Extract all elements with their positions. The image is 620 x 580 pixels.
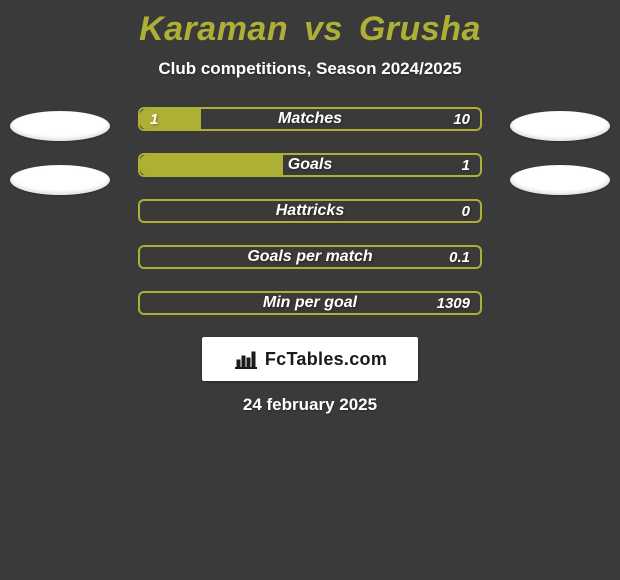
source-logo[interactable]: FcTables.com (202, 337, 418, 381)
comparison-card: Karaman vs Grusha Club competitions, Sea… (0, 0, 620, 580)
team-oval (510, 111, 610, 141)
stats-block: 1Matches10Goals1Hattricks0Goals per matc… (0, 107, 620, 315)
stat-right-value: 10 (453, 109, 470, 129)
stat-row: Goals per match0.1 (138, 245, 482, 269)
title-player2: Grusha (359, 10, 481, 48)
stat-label: Min per goal (140, 293, 480, 313)
title-vs: vs (304, 10, 343, 48)
stat-right-value: 1309 (437, 293, 470, 313)
stat-label: Goals per match (140, 247, 480, 267)
title-player1: Karaman (139, 10, 288, 48)
subtitle: Club competitions, Season 2024/2025 (0, 59, 620, 79)
stat-right-value: 1 (462, 155, 470, 175)
page-title: Karaman vs Grusha (0, 10, 620, 49)
team-oval (10, 165, 110, 195)
team-oval-col-left (10, 107, 110, 195)
team-oval (510, 165, 610, 195)
date-label: 24 february 2025 (0, 395, 620, 415)
bar-chart-icon (233, 348, 259, 370)
stat-row: Goals1 (138, 153, 482, 177)
stat-row: Hattricks0 (138, 199, 482, 223)
stat-row: 1Matches10 (138, 107, 482, 131)
stat-label: Goals (140, 155, 480, 175)
stat-right-value: 0.1 (449, 247, 470, 267)
stat-row: Min per goal1309 (138, 291, 482, 315)
stat-label: Matches (140, 109, 480, 129)
source-logo-text: FcTables.com (265, 349, 387, 370)
stat-bars: 1Matches10Goals1Hattricks0Goals per matc… (138, 107, 482, 315)
stat-right-value: 0 (462, 201, 470, 221)
team-oval-col-right (510, 107, 610, 195)
team-oval (10, 111, 110, 141)
stat-label: Hattricks (140, 201, 480, 221)
